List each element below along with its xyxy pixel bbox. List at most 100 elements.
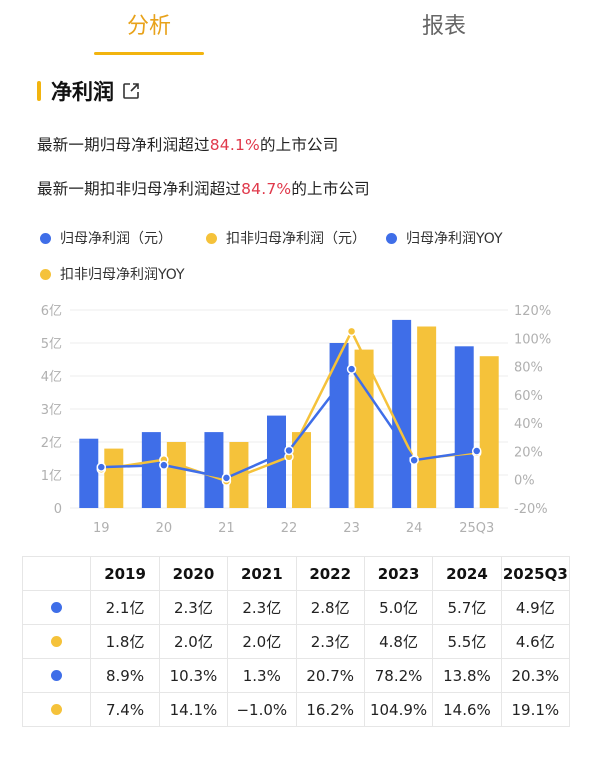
title-accent-bar (37, 81, 41, 101)
bar-net-profit (329, 343, 349, 508)
legend-label: 归母净利润YOY (406, 231, 503, 247)
column-header: 2024 (432, 556, 502, 591)
stat-net-profit: 最新一期归母净利润超过84.1%的上市公司 (37, 133, 338, 155)
table-cell: 5.0亿 (363, 590, 434, 625)
bar-net-profit (454, 346, 474, 508)
row-marker (21, 624, 92, 659)
row-color-dot (51, 601, 63, 613)
y-left-tick-label: 0 (54, 502, 62, 517)
stat-prefix: 最新一期扣非归母净利润超过 (37, 180, 242, 198)
table-corner (21, 556, 92, 591)
legend-label: 扣非归母净利润YOY (60, 267, 185, 283)
row-color-dot (51, 703, 63, 715)
table-cell: 7.4% (90, 692, 160, 727)
row-color-dot (51, 635, 63, 647)
point-net-profit-yoy (221, 473, 232, 483)
y-left-tick-label: 5亿 (41, 337, 62, 352)
bar-net-profit (392, 319, 412, 508)
x-tick-label: 19 (93, 521, 110, 536)
table-cell: 2.3亿 (158, 590, 229, 625)
legend-item-deducted-profit[interactable]: 扣非归母净利润（元） (206, 228, 366, 248)
table-row: 7.4% 14.1% −1.0% 16.2% 104.9% 14.6% 19.1% (21, 692, 571, 727)
table-cell: 4.8亿 (363, 624, 434, 659)
y-left-tick-label: 3亿 (41, 403, 62, 418)
column-header: 2019 (90, 556, 160, 591)
y-right-tick-label: 0% (514, 474, 535, 489)
table-cell: 20.7% (295, 658, 365, 693)
table-cell: 19.1% (500, 692, 571, 727)
column-header: 2020 (158, 556, 229, 591)
legend-label: 扣非归母净利润（元） (226, 231, 366, 247)
y-right-tick-label: 20% (514, 445, 543, 460)
table-cell: 20.3% (500, 658, 571, 693)
column-header: 2021 (227, 556, 297, 591)
y-left-tick-label: 4亿 (41, 370, 62, 385)
legend-dot (40, 232, 51, 244)
table-cell: 2.8亿 (295, 590, 365, 625)
y-right-tick-label: 40% (514, 417, 543, 432)
bar-net-profit (204, 432, 224, 508)
table-cell: 4.9亿 (500, 590, 571, 625)
table-cell: 78.2% (363, 658, 434, 693)
stat-percent: 84.7% (241, 180, 292, 198)
legend-dot (206, 232, 217, 244)
bar-net-profit (79, 438, 99, 508)
legend-dot (40, 268, 51, 280)
column-header: 2023 (363, 556, 434, 591)
legend-label: 归母净利润（元） (60, 231, 172, 247)
tab-bar: 分析 报表 (0, 0, 593, 58)
x-tick-label: 25Q3 (459, 521, 494, 536)
table-row: 2.1亿 2.3亿 2.3亿 2.8亿 5.0亿 5.7亿 4.9亿 (21, 590, 571, 625)
legend-item-deducted-profit-yoy[interactable]: 扣非归母净利润YOY (40, 264, 185, 284)
x-tick-label: 23 (343, 521, 360, 536)
y-left-tick-label: 6亿 (41, 304, 62, 319)
stat-suffix: 的上市公司 (291, 180, 370, 198)
x-tick-label: 24 (406, 521, 423, 536)
table-cell: 2.1亿 (90, 590, 160, 625)
external-link-icon[interactable] (122, 82, 140, 100)
table-row: 8.9% 10.3% 1.3% 20.7% 78.2% 13.8% 20.3% (21, 658, 571, 693)
table-cell: 10.3% (158, 658, 229, 693)
point-net-profit-yoy (346, 364, 357, 374)
point-deducted-profit-yoy (346, 326, 357, 337)
y-right-tick-label: -20% (514, 502, 548, 517)
table-row: 1.8亿 2.0亿 2.0亿 2.3亿 4.8亿 5.5亿 4.6亿 (21, 624, 571, 659)
bar-deducted-profit (104, 448, 124, 508)
point-net-profit-yoy (159, 460, 169, 470)
table-cell: 2.3亿 (227, 590, 297, 625)
x-tick-label: 20 (156, 521, 173, 536)
table-header-row: 2019 2020 2021 2022 2023 2024 2025Q3 (21, 556, 571, 591)
column-header: 2025Q3 (500, 556, 571, 591)
x-tick-label: 21 (218, 521, 235, 536)
bar-deducted-profit (354, 349, 374, 508)
y-right-tick-label: 60% (514, 389, 543, 404)
x-tick-label: 22 (281, 521, 298, 536)
legend-item-net-profit[interactable]: 归母净利润（元） (40, 228, 172, 248)
table-cell: 2.3亿 (295, 624, 365, 659)
point-net-profit-yoy (284, 445, 294, 456)
y-right-tick-label: 120% (514, 304, 551, 319)
table-cell: 104.9% (363, 692, 434, 727)
stat-percent: 84.1% (209, 136, 260, 154)
table-cell: 8.9% (90, 658, 160, 693)
table-cell: −1.0% (227, 692, 297, 727)
table-cell: 2.0亿 (227, 624, 297, 659)
table-cell: 13.8% (432, 658, 502, 693)
section-title: 净利润 (51, 80, 114, 104)
legend-item-net-profit-yoy[interactable]: 归母净利润YOY (386, 228, 503, 248)
stat-deducted-profit: 最新一期扣非归母净利润超过84.7%的上市公司 (37, 177, 370, 199)
table-cell: 1.3% (227, 658, 297, 693)
tab-analysis[interactable]: 分析 (126, 14, 171, 39)
table-cell: 2.0亿 (158, 624, 229, 659)
bar-deducted-profit (417, 326, 437, 508)
bar-deducted-profit (292, 432, 311, 508)
net-profit-chart: 0 1亿 2亿 3亿 4亿 5亿 6亿 -20% 0% 20% 40% 60% 80% 100% 120% 1… (41, 304, 551, 536)
table-cell: 5.7亿 (432, 590, 502, 625)
point-net-profit-yoy (96, 462, 107, 472)
table-cell: 16.2% (295, 692, 365, 727)
section-header: 净利润 (37, 76, 140, 106)
tab-report[interactable]: 报表 (421, 14, 466, 39)
table-cell: 14.1% (158, 692, 229, 727)
y-right-tick-label: 100% (514, 332, 551, 347)
point-net-profit-yoy (471, 446, 482, 456)
